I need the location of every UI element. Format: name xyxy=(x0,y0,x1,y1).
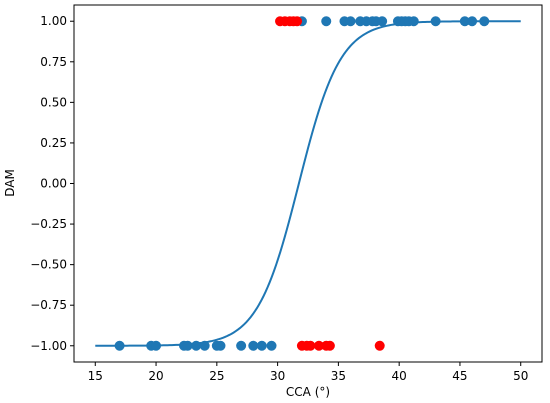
red-point xyxy=(313,340,324,351)
blue-point xyxy=(345,16,356,27)
y-tick-label: 0.75 xyxy=(40,55,67,69)
blue-point xyxy=(321,16,332,27)
blue-point xyxy=(215,340,226,351)
blue-point xyxy=(377,16,388,27)
blue-point xyxy=(236,340,247,351)
x-axis-label: CCA (°) xyxy=(286,385,330,399)
x-tick-label: 25 xyxy=(209,369,224,383)
blue-point xyxy=(248,340,259,351)
x-tick-label: 20 xyxy=(148,369,163,383)
blue-point xyxy=(256,340,267,351)
blue-point xyxy=(266,340,277,351)
y-tick-label: −0.75 xyxy=(30,298,67,312)
blue-point xyxy=(408,16,419,27)
y-tick-label: 0.25 xyxy=(40,136,67,150)
red-point xyxy=(374,340,385,351)
blue-point xyxy=(182,340,193,351)
blue-point xyxy=(479,16,490,27)
y-tick-label: 0.50 xyxy=(40,95,67,109)
y-tick-label: 1.00 xyxy=(40,14,67,28)
x-tick-label: 50 xyxy=(513,369,528,383)
blue-point xyxy=(114,340,125,351)
y-axis-label: DAM xyxy=(3,169,17,197)
x-tick-label: 40 xyxy=(392,369,407,383)
red-point xyxy=(305,340,316,351)
x-axis: 15 20 25 30 35 40 45 50 xyxy=(88,362,528,383)
plot-area xyxy=(73,4,543,363)
fit-curve xyxy=(95,20,521,347)
x-tick-label: 45 xyxy=(452,369,467,383)
x-tick-label: 30 xyxy=(270,369,285,383)
x-tick-label: 35 xyxy=(331,369,346,383)
blue-point xyxy=(430,16,441,27)
x-tick-label: 15 xyxy=(88,369,103,383)
y-tick-label: 0.00 xyxy=(40,177,67,191)
blue-point xyxy=(467,16,478,27)
y-tick-label: −1.00 xyxy=(30,339,67,353)
red-point xyxy=(324,340,335,351)
y-tick-label: −0.50 xyxy=(30,258,67,272)
red-point xyxy=(292,16,303,27)
y-axis: −1.00 −0.75 −0.50 −0.25 0.00 0.25 0.50 0.75 1.00 xyxy=(30,14,74,353)
y-tick-label: −0.25 xyxy=(30,217,67,231)
blue-point xyxy=(191,340,202,351)
data-points xyxy=(114,16,490,351)
blue-point xyxy=(199,340,210,351)
blue-point xyxy=(151,340,162,351)
blue-point xyxy=(459,16,470,27)
